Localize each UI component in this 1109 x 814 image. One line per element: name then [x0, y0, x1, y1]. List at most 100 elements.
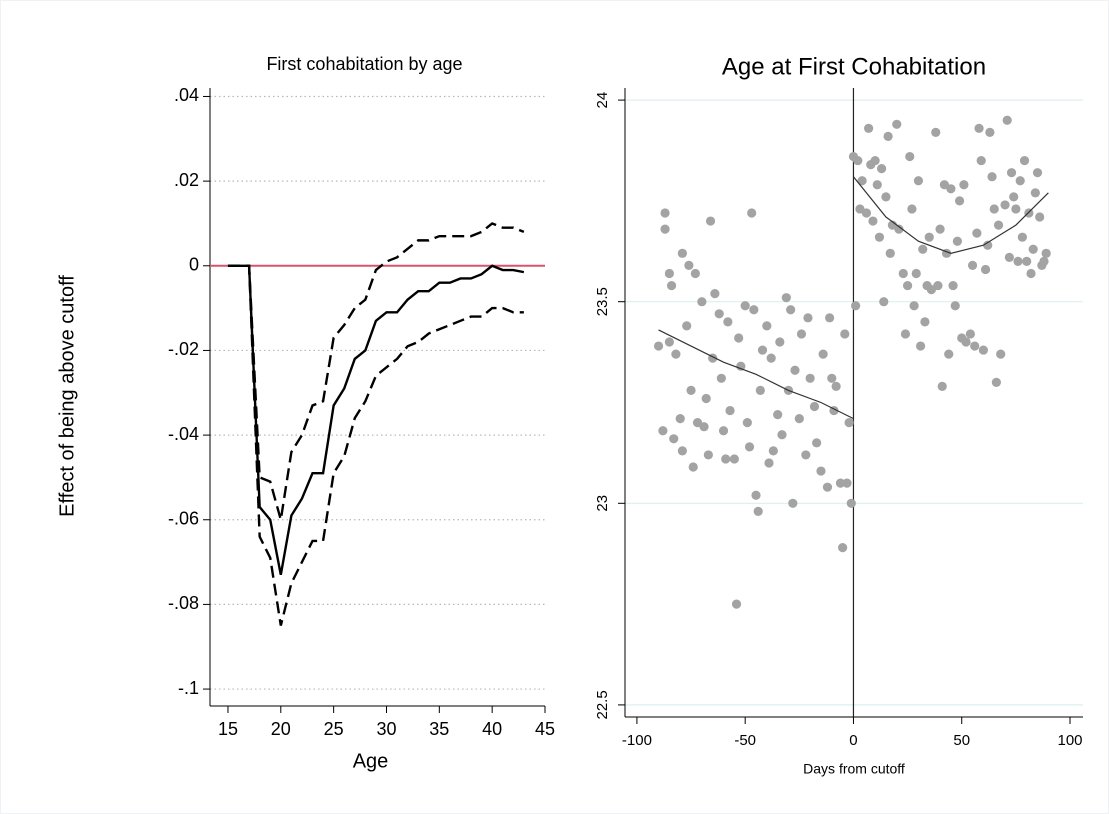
point: [885, 248, 895, 258]
point: [723, 317, 733, 327]
point: [868, 216, 878, 226]
point: [1006, 168, 1017, 178]
point: [1022, 256, 1032, 266]
y-tick-label: 23: [594, 495, 611, 512]
x-tick-label: -50: [734, 732, 756, 749]
point: [861, 208, 872, 218]
point: [853, 155, 863, 166]
point: [870, 155, 880, 166]
point: [1039, 256, 1049, 266]
chart-title: Age at First Cohabitation: [722, 53, 986, 80]
point: [970, 341, 980, 351]
point: [734, 333, 744, 343]
x-tick-label: 0: [849, 732, 857, 749]
x-tick-label: 50: [953, 732, 970, 749]
point: [790, 365, 800, 375]
point: [742, 418, 752, 428]
point: [993, 220, 1004, 230]
x-tick-label: 100: [1057, 732, 1082, 749]
point: [1017, 232, 1027, 242]
point: [794, 414, 804, 424]
point: [840, 329, 850, 339]
point: [714, 309, 724, 319]
point: [757, 345, 768, 355]
point: [684, 260, 694, 271]
point: [671, 349, 681, 359]
point: [911, 268, 921, 279]
point: [818, 349, 828, 359]
y-tick-label: 24: [594, 92, 611, 109]
point: [801, 450, 811, 460]
x-axis-label: Days from cutoff: [803, 761, 905, 777]
point: [838, 543, 848, 553]
point: [967, 260, 978, 271]
x-tick-label: 45: [535, 719, 555, 739]
point: [677, 248, 687, 258]
point: [788, 498, 798, 508]
point: [976, 155, 986, 166]
point: [736, 361, 746, 371]
point: [952, 236, 963, 246]
point: [1011, 204, 1021, 214]
point: [664, 337, 674, 347]
point: [812, 438, 822, 448]
point: [658, 426, 668, 436]
point: [961, 337, 971, 347]
point: [978, 345, 988, 355]
point: [697, 297, 707, 307]
point: [749, 305, 759, 315]
point: [989, 204, 999, 214]
point: [677, 446, 687, 456]
point: [920, 317, 930, 327]
point: [781, 293, 791, 303]
line: [852, 176, 1049, 254]
point: [816, 466, 826, 476]
point: [675, 414, 685, 424]
line: [658, 329, 854, 420]
x-axis-label: Age: [353, 750, 389, 772]
point: [965, 329, 975, 339]
point: [666, 280, 677, 291]
x-tick-label: 40: [482, 719, 502, 739]
point: [786, 305, 796, 315]
y-tick-label: -.04: [168, 424, 199, 444]
point: [740, 301, 750, 311]
point: [874, 232, 885, 242]
point: [805, 373, 815, 383]
point: [844, 418, 854, 428]
line: [227, 264, 524, 626]
point: [991, 377, 1001, 387]
y-tick-label: 23.5: [594, 287, 611, 316]
point: [1035, 212, 1045, 222]
point: [729, 454, 739, 464]
point: [948, 280, 958, 291]
point: [775, 337, 785, 347]
y-tick-label: -.1: [178, 678, 199, 698]
y-tick-label: -.06: [168, 509, 199, 529]
point: [766, 353, 776, 363]
point: [944, 349, 954, 359]
point: [831, 381, 841, 391]
point: [881, 192, 891, 202]
point: [985, 127, 995, 137]
point: [1000, 200, 1010, 210]
point: [822, 482, 833, 492]
y-tick-label: -.02: [168, 339, 199, 359]
point: [905, 151, 915, 162]
point: [809, 401, 820, 412]
point: [892, 119, 902, 129]
point: [883, 131, 893, 141]
x-tick-label: 30: [376, 719, 396, 739]
x-tick-label: 15: [218, 719, 238, 739]
point: [972, 228, 982, 238]
point: [744, 442, 755, 452]
point: [996, 349, 1006, 359]
point: [1004, 252, 1014, 262]
point: [935, 224, 945, 234]
point: [877, 164, 887, 174]
point: [725, 405, 735, 416]
point: [1026, 268, 1036, 279]
point: [1002, 115, 1012, 125]
point: [835, 478, 846, 488]
